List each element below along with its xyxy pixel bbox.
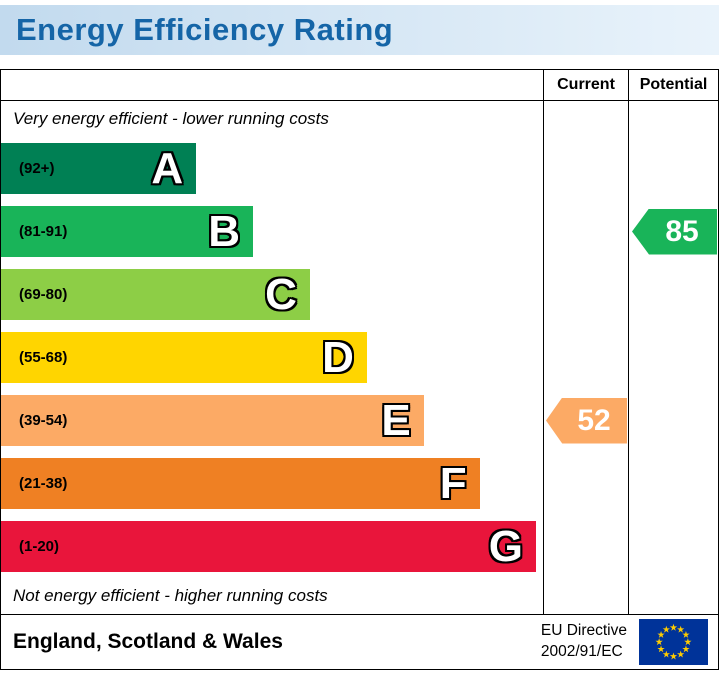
band-row-a: (92+) A bbox=[1, 137, 543, 200]
band-range-label: (55-68) bbox=[19, 349, 68, 366]
band-bar-d: (55-68) D bbox=[1, 332, 367, 383]
potential-header: Potential bbox=[629, 70, 718, 101]
eu-flag-icon bbox=[639, 619, 708, 665]
bands-column: Very energy efficient - lower running co… bbox=[1, 70, 543, 614]
band-bar-f: (21-38) F bbox=[1, 458, 480, 509]
top-note: Very energy efficient - lower running co… bbox=[13, 109, 329, 128]
current-column: Current 52 bbox=[543, 70, 628, 614]
band-bar-c: (69-80) C bbox=[1, 269, 310, 320]
band-row-d: (55-68) D bbox=[1, 326, 543, 389]
bands-body: Very energy efficient - lower running co… bbox=[1, 101, 543, 614]
bands-container: (92+) A (81-91) B (69-80) C (55-68) D (39-54) E (2… bbox=[1, 137, 543, 578]
epc-chart: Very energy efficient - lower running co… bbox=[0, 69, 719, 670]
band-row-e: (39-54) E bbox=[1, 389, 543, 452]
band-range-label: (1-20) bbox=[19, 538, 60, 555]
current-header: Current bbox=[544, 70, 628, 101]
region-label: England, Scotland & Wales bbox=[13, 630, 283, 653]
band-letter: B bbox=[208, 206, 241, 256]
band-range-label: (81-91) bbox=[19, 223, 68, 240]
eu-directive-label: EU Directive 2002/91/EC bbox=[541, 621, 627, 663]
potential-rating-arrow: 85 bbox=[632, 208, 717, 255]
band-letter: G bbox=[488, 521, 523, 571]
band-bar-a: (92+) A bbox=[1, 143, 197, 194]
potential-column-body: 85 bbox=[629, 101, 718, 614]
band-bar-b: (81-91) B bbox=[1, 206, 254, 257]
band-bar-g: (1-20) G bbox=[1, 521, 536, 572]
eu-directive-line2: 2002/91/EC bbox=[540, 643, 623, 660]
band-letter: A bbox=[151, 143, 184, 193]
title-bar: Energy Efficiency Rating bbox=[0, 5, 719, 55]
bottom-note: Not energy efficient - higher running co… bbox=[13, 586, 328, 605]
bands-header-spacer bbox=[1, 70, 543, 101]
current-rating-arrow: 52 bbox=[546, 397, 627, 444]
current-column-body: 52 bbox=[544, 101, 628, 614]
eu-directive: EU Directive 2002/91/EC bbox=[541, 619, 708, 665]
chart-footer: England, Scotland & Wales EU Directive 2… bbox=[1, 614, 718, 669]
band-row-g: (1-20) G bbox=[1, 515, 543, 578]
band-letter: E bbox=[381, 395, 411, 445]
band-letter: F bbox=[439, 458, 467, 508]
potential-column: Potential 85 bbox=[628, 70, 718, 614]
eu-directive-line1: EU Directive bbox=[540, 622, 627, 640]
band-range-label: (69-80) bbox=[19, 286, 68, 303]
band-bar-e: (39-54) E bbox=[1, 395, 424, 446]
band-row-c: (69-80) C bbox=[1, 263, 543, 326]
band-range-label: (92+) bbox=[19, 160, 55, 177]
band-row-b: (81-91) B bbox=[1, 200, 543, 263]
band-range-label: (21-38) bbox=[19, 475, 68, 492]
chart-main: Very energy efficient - lower running co… bbox=[1, 70, 718, 614]
page-title: Energy Efficiency Rating bbox=[16, 12, 394, 47]
band-letter: C bbox=[265, 269, 297, 319]
band-row-f: (21-38) F bbox=[1, 452, 543, 515]
band-range-label: (39-54) bbox=[19, 412, 68, 429]
band-letter: D bbox=[322, 332, 354, 382]
